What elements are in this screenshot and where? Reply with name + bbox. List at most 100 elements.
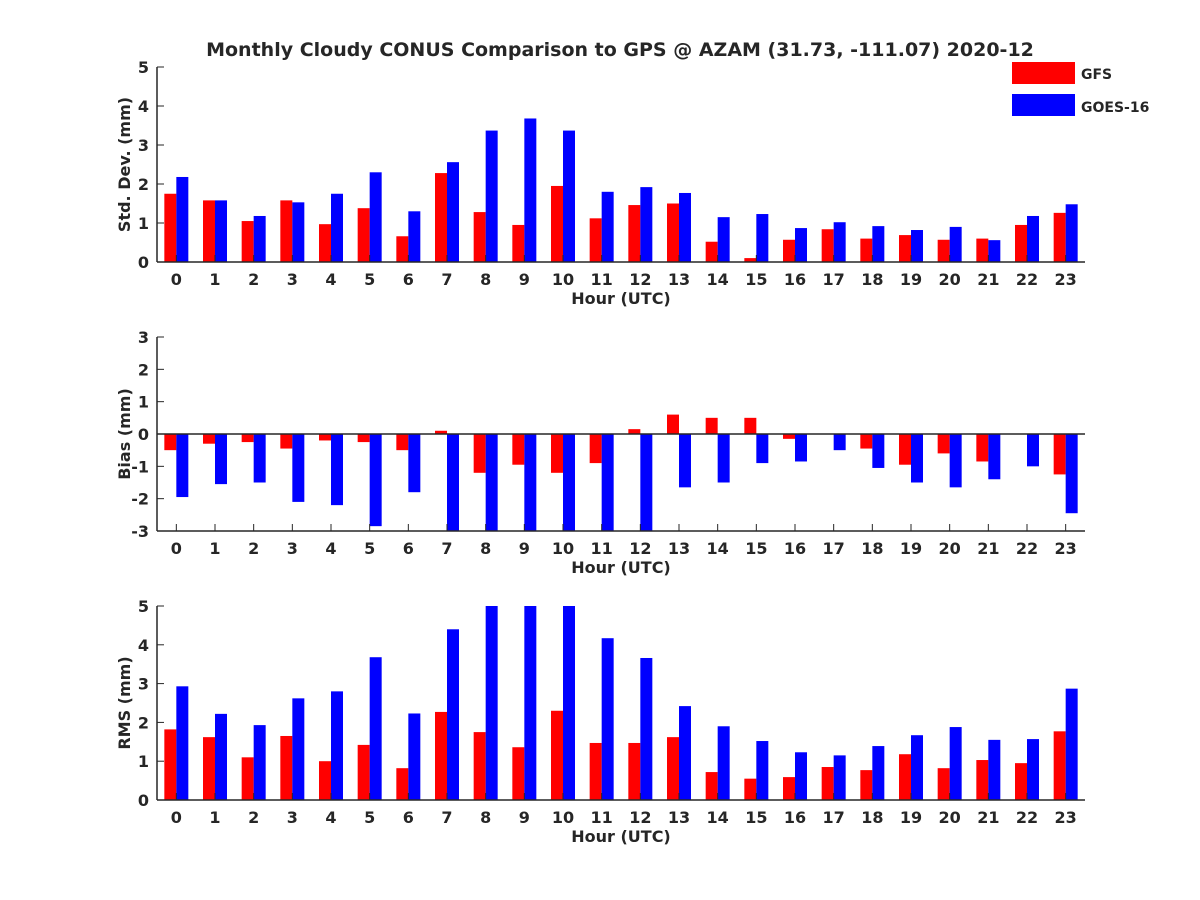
std-dev-bar-goes16-0	[176, 176, 189, 262]
std-dev-bar-gfs-7	[435, 173, 447, 262]
std-dev-bar-goes16-5	[369, 172, 382, 262]
bias-bar-goes16-10	[563, 434, 575, 531]
legend: GFS GOES-16	[1012, 62, 1149, 116]
bias-x-tick-label: 23	[1055, 539, 1077, 558]
std-dev-y-tick-label: 3	[138, 136, 149, 155]
std-dev-bar-gfs-16	[783, 239, 795, 262]
rms-bar-goes16-23	[1065, 688, 1078, 800]
std-dev-x-tick-label: 8	[480, 270, 491, 289]
legend-label-goes16: GOES-16	[1081, 100, 1149, 116]
rms-bar-goes16-1	[215, 713, 227, 800]
rms-y-tick-label: 1	[138, 752, 149, 771]
rms-x-tick-label: 13	[668, 808, 690, 827]
std-dev-x-tick-label: 7	[441, 270, 452, 289]
bias-x-tick-label: 21	[977, 539, 999, 558]
std-dev-x-tick-label: 21	[977, 270, 999, 289]
bias-x-tick-label: 18	[861, 539, 883, 558]
rms-bar-gfs-13	[667, 737, 679, 800]
std-dev-x-tick-label: 6	[403, 270, 414, 289]
rms-x-tick-label: 18	[861, 808, 883, 827]
bias-y-tick-label: -2	[131, 490, 149, 509]
bias-y-tick-label: -3	[131, 522, 149, 541]
std-dev-bar-goes16-4	[331, 193, 343, 262]
rms-bar-gfs-14	[705, 772, 718, 800]
std-dev-bar-gfs-8	[473, 212, 486, 262]
rms-x-tick-label: 6	[403, 808, 414, 827]
rms-bar-goes16-22	[1027, 739, 1039, 800]
bias-bar-goes16-14	[717, 434, 730, 483]
rms-bar-goes16-19	[911, 735, 923, 800]
bias-x-tick-label: 8	[480, 539, 491, 558]
std-dev-bar-gfs-19	[899, 235, 911, 262]
bias-bar-gfs-10	[551, 434, 563, 473]
rms-y-tick-label: 3	[138, 675, 149, 694]
std-dev-bar-gfs-1	[203, 200, 215, 262]
std-dev-bar-goes16-12	[640, 187, 653, 262]
bias-bar-gfs-5	[357, 434, 370, 443]
std-dev-bar-goes16-17	[833, 222, 846, 262]
rms-x-tick-label: 2	[248, 808, 259, 827]
bias-bar-gfs-0	[164, 434, 177, 451]
std-dev-bar-goes16-1	[215, 200, 227, 262]
rms-x-tick-label: 9	[519, 808, 530, 827]
std-dev-bar-goes16-16	[795, 228, 807, 262]
rms-x-tick-label: 8	[480, 808, 491, 827]
std-dev-bar-goes16-3	[292, 202, 305, 262]
rms-x-tick-label: 14	[707, 808, 729, 827]
bias-x-tick-label: 5	[364, 539, 375, 558]
bias-bar-gfs-16	[783, 434, 795, 439]
bias-bar-gfs-6	[396, 434, 409, 451]
std-dev-bar-goes16-19	[911, 230, 923, 262]
bias-x-tick-label: 19	[900, 539, 922, 558]
bias-bar-goes16-0	[176, 434, 189, 498]
rms-bar-gfs-8	[473, 732, 486, 800]
rms-bar-goes16-21	[988, 739, 1001, 800]
bias-x-tick-label: 13	[668, 539, 690, 558]
std-dev-x-tick-label: 3	[287, 270, 298, 289]
bias-bar-gfs-8	[473, 434, 486, 473]
legend-swatch-gfs	[1012, 62, 1075, 84]
std-dev-bar-goes16-15	[756, 214, 769, 262]
std-dev-bar-goes16-11	[601, 191, 614, 262]
bias-bar-gfs-7	[435, 430, 447, 434]
bias-bar-goes16-13	[679, 434, 691, 488]
std-dev-bar-gfs-12	[628, 205, 641, 262]
std-dev-bar-gfs-9	[512, 224, 525, 262]
std-dev-bar-gfs-15	[744, 258, 757, 262]
std-dev-bar-gfs-21	[976, 238, 989, 262]
bias-bar-goes16-3	[292, 434, 305, 502]
std-dev-y-tick-label: 1	[138, 214, 149, 233]
std-dev-bar-gfs-18	[860, 238, 873, 262]
std-dev-y-tick-label: 0	[138, 253, 149, 272]
std-dev-bar-goes16-20	[949, 226, 962, 262]
bias-bar-goes16-22	[1027, 434, 1039, 467]
rms-bar-goes16-9	[524, 606, 537, 800]
rms-x-tick-label: 1	[209, 808, 220, 827]
rms-bar-goes16-11	[601, 638, 614, 800]
bias-x-tick-label: 15	[745, 539, 767, 558]
std-dev-bar-goes16-21	[988, 240, 1001, 262]
rms-x-tick-label: 7	[441, 808, 452, 827]
rms-bar-goes16-2	[253, 725, 266, 800]
rms-bar-gfs-17	[821, 767, 834, 800]
std-dev-x-axis-label: Hour (UTC)	[571, 289, 671, 308]
rms-bar-gfs-0	[164, 729, 177, 800]
rms-x-tick-label: 19	[900, 808, 922, 827]
std-dev-x-tick-label: 16	[784, 270, 806, 289]
rms-bar-goes16-5	[369, 657, 382, 800]
bias-bar-gfs-12	[628, 429, 641, 434]
rms-bar-goes16-15	[756, 741, 769, 800]
bias-x-tick-label: 20	[939, 539, 961, 558]
rms-bar-gfs-1	[203, 737, 215, 800]
rms-y-tick-label: 0	[138, 791, 149, 810]
rms-bar-goes16-18	[872, 746, 885, 800]
rms-bar-gfs-3	[280, 735, 293, 800]
bias-bar-goes16-1	[215, 434, 227, 485]
rms-bar-goes16-8	[485, 606, 498, 800]
std-dev-y-tick-label: 2	[138, 175, 149, 194]
rms-bar-goes16-7	[447, 629, 459, 800]
std-dev-bar-gfs-23	[1053, 212, 1066, 262]
bias-bar-goes16-6	[408, 434, 421, 493]
std-dev-x-tick-label: 20	[939, 270, 961, 289]
